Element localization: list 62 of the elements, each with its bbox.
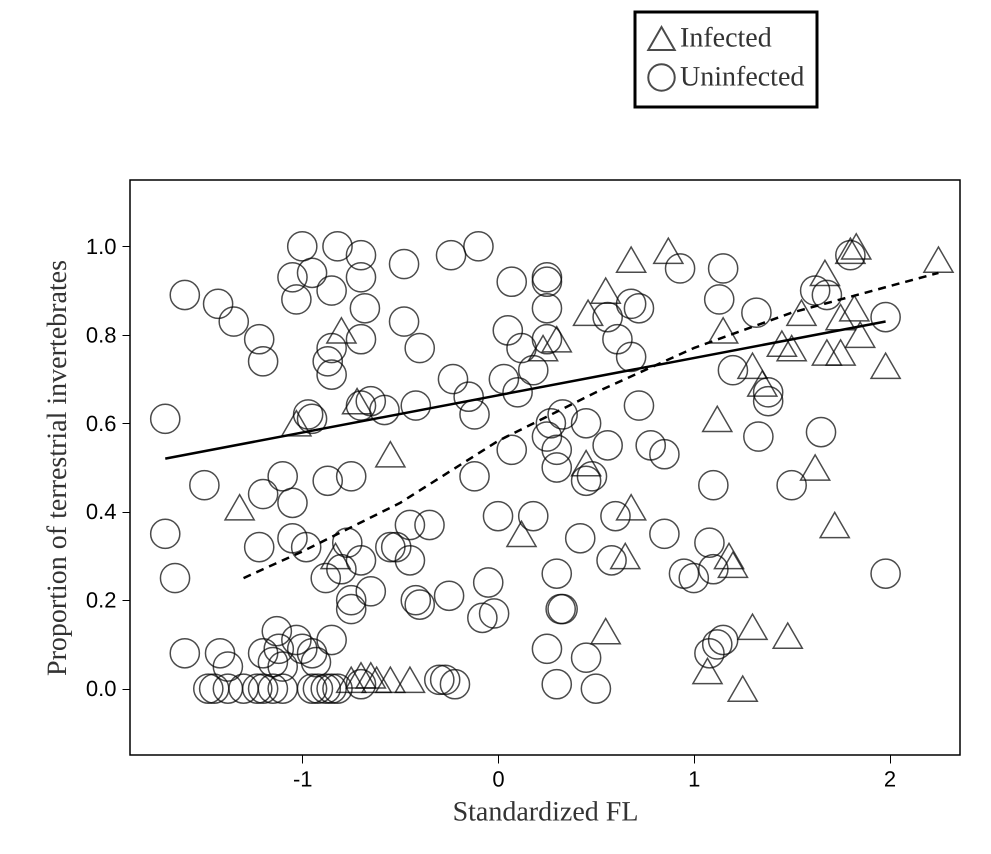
point <box>819 512 850 538</box>
y-tick-label: 0.8 <box>86 322 116 348</box>
point <box>702 405 733 432</box>
point <box>616 246 646 273</box>
point <box>800 454 830 481</box>
y-tick-label: 0.2 <box>86 588 116 613</box>
point <box>528 334 558 362</box>
point <box>394 666 426 694</box>
point <box>870 352 901 380</box>
point <box>653 237 684 264</box>
point <box>224 494 255 521</box>
point <box>610 542 641 570</box>
point <box>361 666 392 694</box>
point <box>838 294 870 322</box>
legend-label: Infected <box>680 22 772 54</box>
point <box>590 618 622 645</box>
point <box>326 317 357 344</box>
point <box>342 388 372 415</box>
y-tick-label: 0.0 <box>86 676 116 702</box>
point <box>776 334 807 362</box>
point <box>336 666 367 694</box>
x-tick-label: 0 <box>492 766 505 792</box>
point <box>810 260 840 286</box>
x-axis-title: Standardized FL <box>452 796 638 828</box>
point <box>812 339 842 366</box>
point <box>375 666 406 694</box>
point <box>590 277 622 304</box>
point <box>692 658 723 684</box>
point <box>281 410 312 437</box>
point <box>786 299 817 326</box>
point <box>772 622 804 649</box>
y-tick-label: 0.4 <box>86 499 116 524</box>
point <box>737 613 768 640</box>
x-tick-label: 1 <box>688 766 700 792</box>
point <box>766 330 798 358</box>
x-tick-label: -1 <box>292 766 313 792</box>
point <box>320 542 351 570</box>
point <box>708 317 738 344</box>
point <box>840 232 872 260</box>
y-tick-label: 1.0 <box>86 234 116 259</box>
point <box>737 352 768 380</box>
point <box>375 440 406 468</box>
point <box>746 370 778 397</box>
y-axis-title: Proportion of terrestrial invertebrates <box>42 260 73 676</box>
point <box>844 321 876 348</box>
point <box>835 237 866 264</box>
point <box>825 339 856 366</box>
point <box>616 494 646 521</box>
point <box>570 450 602 476</box>
point <box>355 662 386 689</box>
legend-label: Uninfected <box>680 62 804 92</box>
point <box>825 304 856 330</box>
point <box>714 542 744 570</box>
point <box>541 326 572 353</box>
x-tick-label: 2 <box>884 766 896 792</box>
point <box>346 662 376 689</box>
point <box>727 675 758 702</box>
point <box>923 246 954 273</box>
point <box>572 299 604 326</box>
point <box>506 520 537 548</box>
y-tick-label: 0.6 <box>86 410 116 436</box>
point <box>718 551 748 578</box>
